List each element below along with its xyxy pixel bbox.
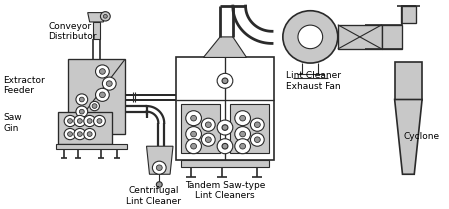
Circle shape: [101, 12, 110, 21]
Circle shape: [106, 81, 112, 86]
Circle shape: [77, 119, 82, 123]
Circle shape: [217, 73, 233, 88]
Circle shape: [235, 139, 251, 154]
Circle shape: [152, 161, 166, 174]
Text: Saw
Gin: Saw Gin: [3, 113, 22, 133]
Circle shape: [64, 129, 76, 140]
Circle shape: [240, 115, 246, 121]
Circle shape: [76, 94, 88, 105]
Circle shape: [240, 143, 246, 149]
Circle shape: [100, 92, 106, 98]
Circle shape: [205, 122, 211, 127]
Circle shape: [79, 97, 84, 102]
Text: Centrifugal
Lint Cleaner: Centrifugal Lint Cleaner: [126, 186, 181, 206]
Circle shape: [90, 101, 100, 111]
Bar: [68, 59, 125, 134]
Circle shape: [222, 143, 228, 149]
Circle shape: [64, 115, 76, 127]
Bar: [395, 62, 422, 99]
Bar: [181, 104, 220, 153]
Circle shape: [97, 119, 102, 123]
Bar: [176, 57, 274, 160]
Circle shape: [93, 115, 106, 127]
Bar: [56, 144, 127, 149]
Circle shape: [298, 25, 323, 49]
Circle shape: [74, 129, 86, 140]
Bar: [181, 160, 269, 167]
Circle shape: [96, 65, 109, 78]
Circle shape: [84, 115, 96, 127]
Circle shape: [255, 122, 260, 127]
Circle shape: [76, 106, 88, 117]
Circle shape: [217, 120, 233, 135]
Circle shape: [222, 125, 228, 130]
Circle shape: [217, 139, 233, 154]
Circle shape: [222, 78, 228, 84]
Circle shape: [68, 132, 72, 136]
Circle shape: [283, 11, 338, 63]
Polygon shape: [395, 99, 422, 174]
Bar: [401, 6, 416, 23]
Text: Cyclone: Cyclone: [404, 132, 440, 141]
Circle shape: [186, 127, 202, 141]
Circle shape: [191, 143, 197, 149]
Bar: [338, 25, 382, 49]
Circle shape: [156, 182, 162, 187]
Circle shape: [79, 109, 84, 114]
Circle shape: [255, 137, 260, 143]
Text: Extractor
Feeder: Extractor Feeder: [3, 76, 45, 95]
Circle shape: [77, 132, 82, 136]
Circle shape: [251, 133, 264, 146]
Circle shape: [191, 131, 197, 137]
Bar: [230, 104, 269, 153]
Circle shape: [87, 132, 92, 136]
Circle shape: [202, 133, 215, 146]
Circle shape: [103, 14, 107, 18]
Polygon shape: [146, 146, 173, 174]
Bar: [382, 25, 401, 49]
Text: Tandem Saw-type
Lint Cleaners: Tandem Saw-type Lint Cleaners: [185, 181, 265, 200]
Circle shape: [102, 77, 116, 90]
Bar: [58, 112, 112, 144]
Circle shape: [100, 69, 106, 74]
Circle shape: [202, 118, 215, 131]
Circle shape: [92, 104, 97, 108]
Circle shape: [191, 115, 197, 121]
Circle shape: [156, 165, 162, 171]
Text: Conveyor
Distributor: Conveyor Distributor: [48, 22, 97, 41]
Bar: [92, 22, 101, 39]
Circle shape: [186, 139, 202, 154]
Circle shape: [68, 119, 72, 123]
Circle shape: [84, 129, 96, 140]
Circle shape: [240, 131, 246, 137]
Circle shape: [96, 88, 109, 101]
Polygon shape: [203, 37, 247, 57]
Circle shape: [74, 115, 86, 127]
Text: Lint Cleaner
Exhaust Fan: Lint Cleaner Exhaust Fan: [286, 71, 341, 91]
Circle shape: [235, 111, 251, 126]
Circle shape: [186, 111, 202, 126]
Circle shape: [205, 137, 211, 143]
Circle shape: [87, 119, 92, 123]
Circle shape: [235, 127, 251, 141]
Circle shape: [251, 118, 264, 131]
Polygon shape: [88, 13, 106, 22]
